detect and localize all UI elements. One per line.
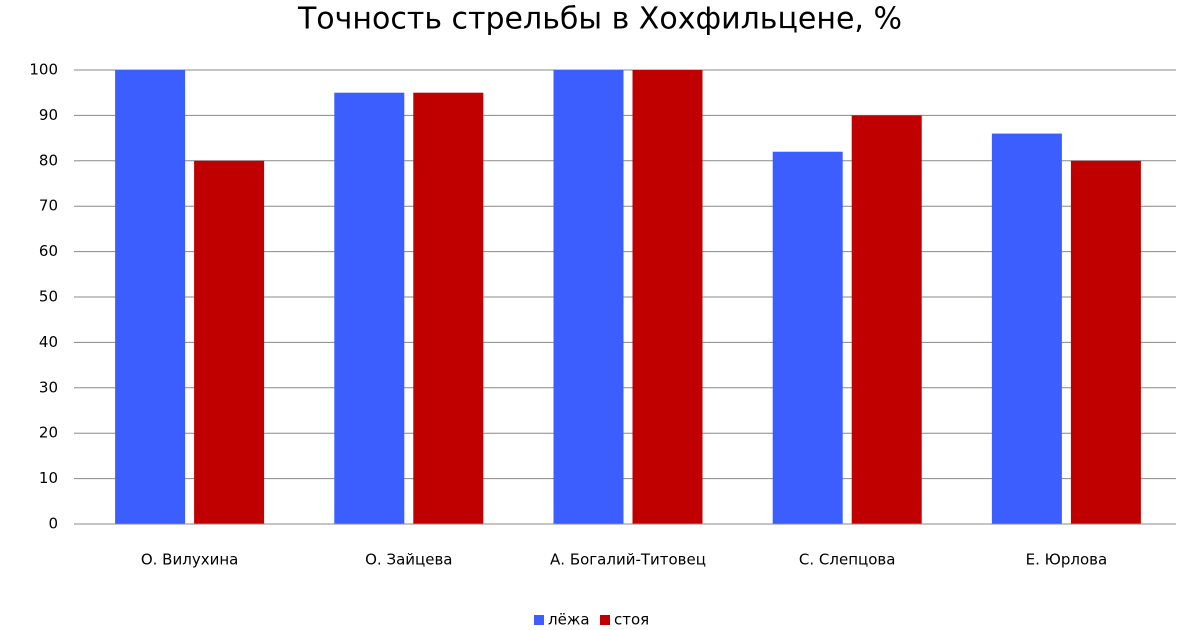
bar <box>334 92 405 524</box>
y-tick-label: 50 <box>39 288 58 306</box>
y-tick-label: 60 <box>39 242 58 260</box>
legend-label: стоя <box>614 611 649 629</box>
bar <box>632 70 703 524</box>
bar <box>1070 160 1141 525</box>
x-tick-label: С. Слепцова <box>799 551 896 569</box>
bar <box>413 92 484 524</box>
legend-swatch <box>600 615 610 625</box>
bar <box>851 115 922 525</box>
bar <box>194 160 265 525</box>
y-tick-label: 30 <box>39 378 58 396</box>
legend-label: лёжа <box>548 611 590 629</box>
x-tick-label: О. Вилухина <box>141 551 238 569</box>
y-tick-label: 20 <box>39 424 58 442</box>
bar <box>115 70 186 524</box>
x-tick-label: Е. Юрлова <box>1026 551 1108 569</box>
y-tick-label: 80 <box>39 151 58 169</box>
bar <box>772 151 843 524</box>
chart-title: Точность стрельбы в Хохфильцене, % <box>297 2 902 37</box>
y-tick-label: 0 <box>48 515 58 533</box>
x-tick-label: О. Зайцева <box>365 551 452 569</box>
legend-swatch <box>534 615 544 625</box>
y-tick-label: 10 <box>39 469 58 487</box>
bar <box>991 133 1062 524</box>
bar <box>553 70 624 524</box>
y-tick-label: 40 <box>39 333 58 351</box>
y-tick-label: 90 <box>39 106 58 124</box>
y-tick-label: 70 <box>39 197 58 215</box>
y-tick-label: 100 <box>29 61 58 79</box>
x-tick-label: А. Богалий-Титовец <box>550 551 706 569</box>
